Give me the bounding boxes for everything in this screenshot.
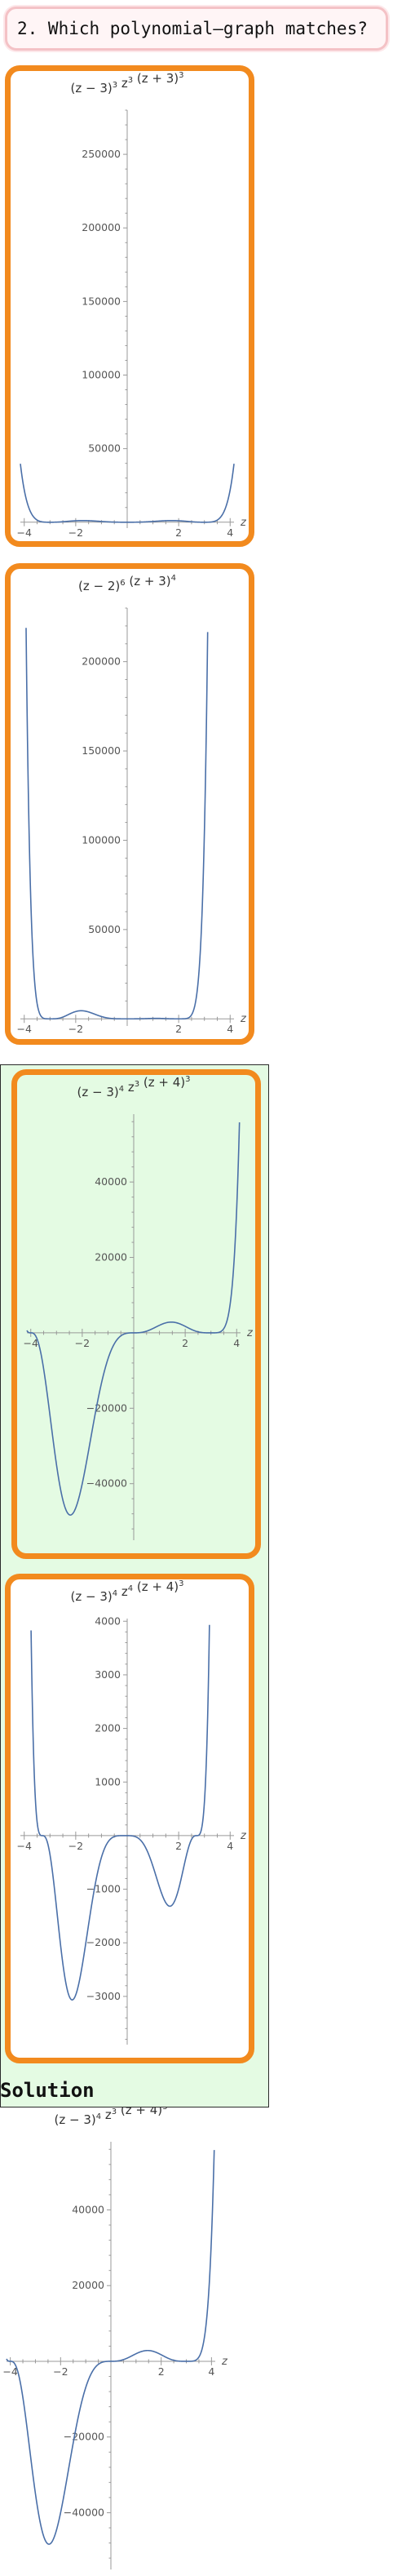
option-4-graph: (z − 3)4 z4 (z + 4)3 −4 −2 2 4z −3000 −2000 −10… xyxy=(17,1579,247,2045)
chart-title: (z − 2)6 (z + 3)4 xyxy=(78,574,176,593)
y-tick-label: 40000 xyxy=(95,1175,127,1188)
y-tick-label: 3000 xyxy=(95,1668,121,1681)
y-tick-label: 2000 xyxy=(95,1722,121,1734)
x-tick-label: 4 xyxy=(233,1337,240,1349)
answer-option-3[interactable]: (z − 3)4 z3 (z + 4)3 −4 −2 2 4 z −40000 −20000 2… xyxy=(11,1069,261,1559)
x-tick-label: −4 xyxy=(17,1840,32,1852)
y-tick-label: 50000 xyxy=(88,442,121,455)
series-line xyxy=(30,1624,210,2001)
x-tick-label: −2 xyxy=(68,526,83,539)
y-tick-label: 100000 xyxy=(82,833,121,846)
x-tick-label: 4 xyxy=(227,1840,233,1852)
x-tick-label: 2 xyxy=(175,526,182,539)
x-tick-label: −2 xyxy=(53,2365,68,2378)
x-tick-label: 2 xyxy=(175,1840,182,1852)
option-2-graph: (z − 2)6 (z + 3)4 −4 −2 2 4z 50000 100000 15000… xyxy=(17,574,247,1035)
x-tick-label: −4 xyxy=(17,526,32,539)
solution-graph-panel: (z − 3)4 z3 (z + 4)3 −4 −2 2 4z −40000 −20000 2… xyxy=(0,2107,236,2576)
series-line xyxy=(20,464,235,523)
answer-option-1[interactable]: (z − 3)3 z3 (z + 3)3 −4 −2 2 4 z 50000 100000 15… xyxy=(5,65,254,547)
solution-heading: Solution xyxy=(0,2079,95,2102)
y-tick-label: −2000 xyxy=(86,1936,121,1948)
x-tick-label: −4 xyxy=(24,1337,38,1349)
y-tick-label: −1000 xyxy=(86,1883,121,1895)
y-tick-label: 20000 xyxy=(95,1251,127,1264)
chart-title: (z − 3)4 z4 (z + 4)3 xyxy=(70,1579,183,1604)
answer-option-2[interactable]: (z − 2)6 (z + 3)4 −4 −2 2 4 z 50000 100000 15000… xyxy=(5,563,254,1045)
y-tick-label: −20000 xyxy=(86,1401,127,1414)
y-tick-label: 200000 xyxy=(82,655,121,668)
y-tick-label: 200000 xyxy=(82,221,121,233)
option-3-graph: (z − 3)4 z3 (z + 4)3 −4 −2 2 4z −40000 −20000 2… xyxy=(24,1075,254,1540)
series-line xyxy=(26,1122,241,1516)
x-tick-label: 4 xyxy=(227,1023,233,1035)
y-tick-label: 20000 xyxy=(72,2279,104,2291)
y-tick-label: −40000 xyxy=(64,2506,104,2518)
x-tick-label: 2 xyxy=(182,1337,188,1349)
y-tick-label: 250000 xyxy=(82,148,121,160)
x-axis-label: z xyxy=(240,1013,247,1025)
answer-option-4[interactable]: (z − 3)4 z4 (z + 4)3 −4 −2 2 4 z −3000 −2000 −10… xyxy=(5,1574,254,2063)
x-tick-label: −2 xyxy=(68,1840,83,1852)
x-axis-label: z xyxy=(240,517,247,529)
series-line xyxy=(25,628,209,1020)
y-tick-label: 1000 xyxy=(95,1775,121,1788)
x-tick-label: 2 xyxy=(158,2365,165,2378)
x-tick-label: 4 xyxy=(227,526,233,539)
x-tick-label: −2 xyxy=(68,1023,83,1035)
x-tick-label: 2 xyxy=(175,1023,182,1035)
y-tick-label: 150000 xyxy=(82,295,121,307)
y-tick-label: 4000 xyxy=(95,1614,121,1627)
y-tick-label: 50000 xyxy=(88,923,121,935)
y-tick-label: 40000 xyxy=(72,2203,104,2215)
x-tick-label: 4 xyxy=(208,2365,214,2378)
x-axis-label: z xyxy=(240,1830,247,1842)
chart-title: (z − 3)3 z3 (z + 3)3 xyxy=(70,71,183,95)
y-tick-label: −3000 xyxy=(86,1990,121,2002)
y-tick-label: −40000 xyxy=(86,1477,127,1490)
question-prompt: 2. Which polynomial–graph matches? xyxy=(5,7,388,51)
x-tick-label: −4 xyxy=(17,1023,32,1035)
series-line xyxy=(6,2150,215,2545)
y-tick-label: 150000 xyxy=(82,744,121,757)
x-tick-label: −4 xyxy=(2,2365,17,2378)
chart-title: (z − 3)4 z3 (z + 4)3 xyxy=(77,1075,190,1099)
x-tick-label: −2 xyxy=(75,1337,90,1349)
x-axis-label: z xyxy=(246,1327,254,1339)
option-1-graph: (z − 3)3 z3 (z + 3)3 −4 −2 2 4z 50000 100000 15… xyxy=(17,71,247,539)
y-tick-label: −20000 xyxy=(64,2431,104,2443)
chart-title: (z − 3)4 z3 (z + 4)3 xyxy=(54,2107,167,2127)
y-tick-label: 100000 xyxy=(82,369,121,381)
solution-graph: (z − 3)4 z3 (z + 4)3 −4 −2 2 4z −40000 −20000 2… xyxy=(2,2107,228,2569)
x-axis-label: z xyxy=(221,2356,228,2368)
